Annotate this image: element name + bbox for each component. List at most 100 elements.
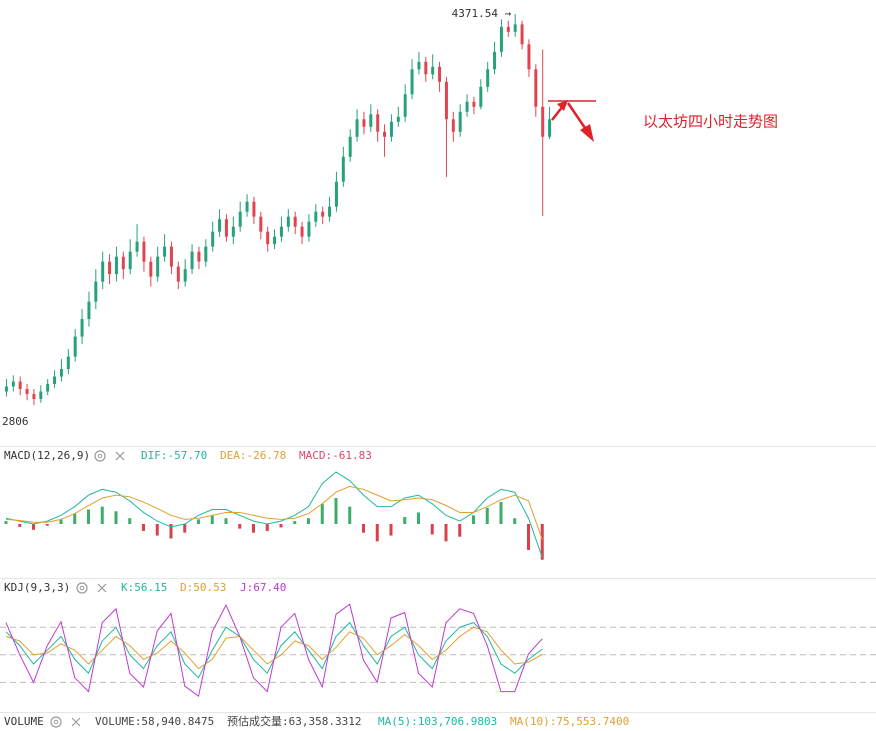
candle-body bbox=[396, 116, 400, 122]
candle-body bbox=[334, 181, 338, 207]
candle-body bbox=[527, 44, 531, 70]
macd-bar bbox=[334, 498, 338, 524]
macd-bar bbox=[472, 515, 475, 524]
candle-body bbox=[11, 381, 15, 387]
macd-bar bbox=[513, 518, 517, 524]
candle-body bbox=[218, 219, 222, 232]
macd-bar bbox=[183, 524, 187, 533]
candle-body bbox=[176, 266, 180, 282]
macd-bar bbox=[348, 506, 352, 524]
candle-body bbox=[121, 256, 125, 270]
candle-body bbox=[431, 66, 435, 75]
candle-body bbox=[94, 281, 98, 302]
macd-bar bbox=[59, 519, 63, 524]
macd-bar bbox=[32, 524, 35, 530]
settings-icon bbox=[94, 450, 106, 462]
readout: DIF:-57.70 bbox=[141, 449, 207, 462]
macd-bar bbox=[375, 524, 379, 542]
macd-bar bbox=[265, 524, 269, 531]
candle-body bbox=[341, 156, 345, 182]
macd-bar bbox=[197, 519, 200, 524]
macd-bar bbox=[279, 524, 283, 528]
macd-bar bbox=[169, 524, 173, 539]
macd-bar bbox=[527, 524, 530, 550]
candle-body bbox=[444, 81, 448, 120]
macd-bar bbox=[224, 518, 228, 524]
macd-bar bbox=[4, 521, 8, 524]
candle-body bbox=[293, 216, 297, 227]
macd-bar bbox=[444, 524, 448, 542]
macd-bar bbox=[485, 507, 489, 524]
macd-bar bbox=[417, 512, 420, 524]
macd-bar bbox=[114, 511, 118, 524]
candle-body bbox=[211, 231, 215, 247]
candle-body bbox=[534, 69, 538, 107]
close-icon bbox=[97, 583, 107, 593]
macd-bar bbox=[430, 524, 434, 535]
candle-body bbox=[80, 319, 84, 337]
panel-title: MACD(12,26,9) bbox=[4, 449, 90, 462]
candle-body bbox=[465, 101, 469, 112]
annotation-arrows bbox=[548, 100, 596, 142]
candle-body bbox=[273, 236, 277, 245]
candle-body bbox=[163, 246, 167, 257]
candle-body bbox=[479, 86, 483, 107]
dif-line bbox=[5, 471, 543, 558]
candle-body bbox=[156, 256, 160, 277]
candle-body bbox=[114, 256, 118, 275]
k-line bbox=[5, 621, 543, 679]
close-icon bbox=[115, 451, 125, 461]
macd-bar bbox=[458, 524, 462, 537]
settings-icon-dot bbox=[97, 453, 103, 459]
candle-body bbox=[376, 114, 380, 132]
candle-body bbox=[142, 241, 146, 262]
readout: DEA:-26.78 bbox=[220, 449, 286, 462]
candle-body bbox=[321, 211, 325, 217]
candle-body bbox=[506, 26, 510, 32]
candle-body bbox=[300, 226, 304, 237]
macd-bar bbox=[87, 509, 90, 524]
candle-body bbox=[18, 381, 22, 390]
candle-body bbox=[25, 389, 29, 395]
panel-title: KDJ(9,3,3) bbox=[4, 581, 70, 594]
candle-body bbox=[183, 269, 187, 282]
candle-body bbox=[59, 369, 63, 377]
close-icon bbox=[71, 717, 81, 727]
macd-bar bbox=[307, 518, 310, 524]
macd-bar bbox=[210, 515, 214, 524]
high-label: 4371.54 → bbox=[452, 7, 512, 20]
panel-title: VOLUME bbox=[4, 715, 44, 728]
candle-body bbox=[169, 246, 173, 267]
readout: MA(5):103,706.9803 bbox=[378, 715, 497, 728]
candle-body bbox=[252, 201, 256, 217]
candle-body bbox=[513, 24, 517, 32]
candle-body bbox=[128, 251, 132, 270]
macd-bar bbox=[45, 524, 49, 526]
readout: K:56.15 bbox=[121, 581, 167, 594]
macd-bar bbox=[540, 524, 544, 560]
candle-body bbox=[362, 119, 366, 127]
macd-bar bbox=[320, 503, 324, 524]
candle-body bbox=[499, 26, 503, 52]
d-line bbox=[5, 626, 543, 670]
candle-body bbox=[279, 226, 283, 237]
j-line bbox=[5, 603, 543, 698]
candle-body bbox=[101, 261, 105, 282]
dea-line bbox=[5, 485, 543, 540]
readout: J:67.40 bbox=[240, 581, 286, 594]
candle-body bbox=[451, 119, 455, 132]
macd-bar bbox=[238, 524, 242, 529]
readout: VOLUME:58,940.8475 bbox=[95, 715, 214, 728]
candle-body bbox=[245, 201, 249, 212]
macd-bar bbox=[293, 521, 297, 524]
candle-body bbox=[108, 261, 112, 275]
settings-icon bbox=[50, 716, 62, 728]
settings-icon-dot bbox=[79, 585, 85, 591]
macd-bar bbox=[155, 524, 159, 536]
macd-bar bbox=[100, 506, 104, 524]
candle-body bbox=[493, 51, 497, 70]
candle-body bbox=[259, 216, 263, 232]
readout: D:50.53 bbox=[180, 581, 226, 594]
candle-body bbox=[307, 221, 311, 237]
